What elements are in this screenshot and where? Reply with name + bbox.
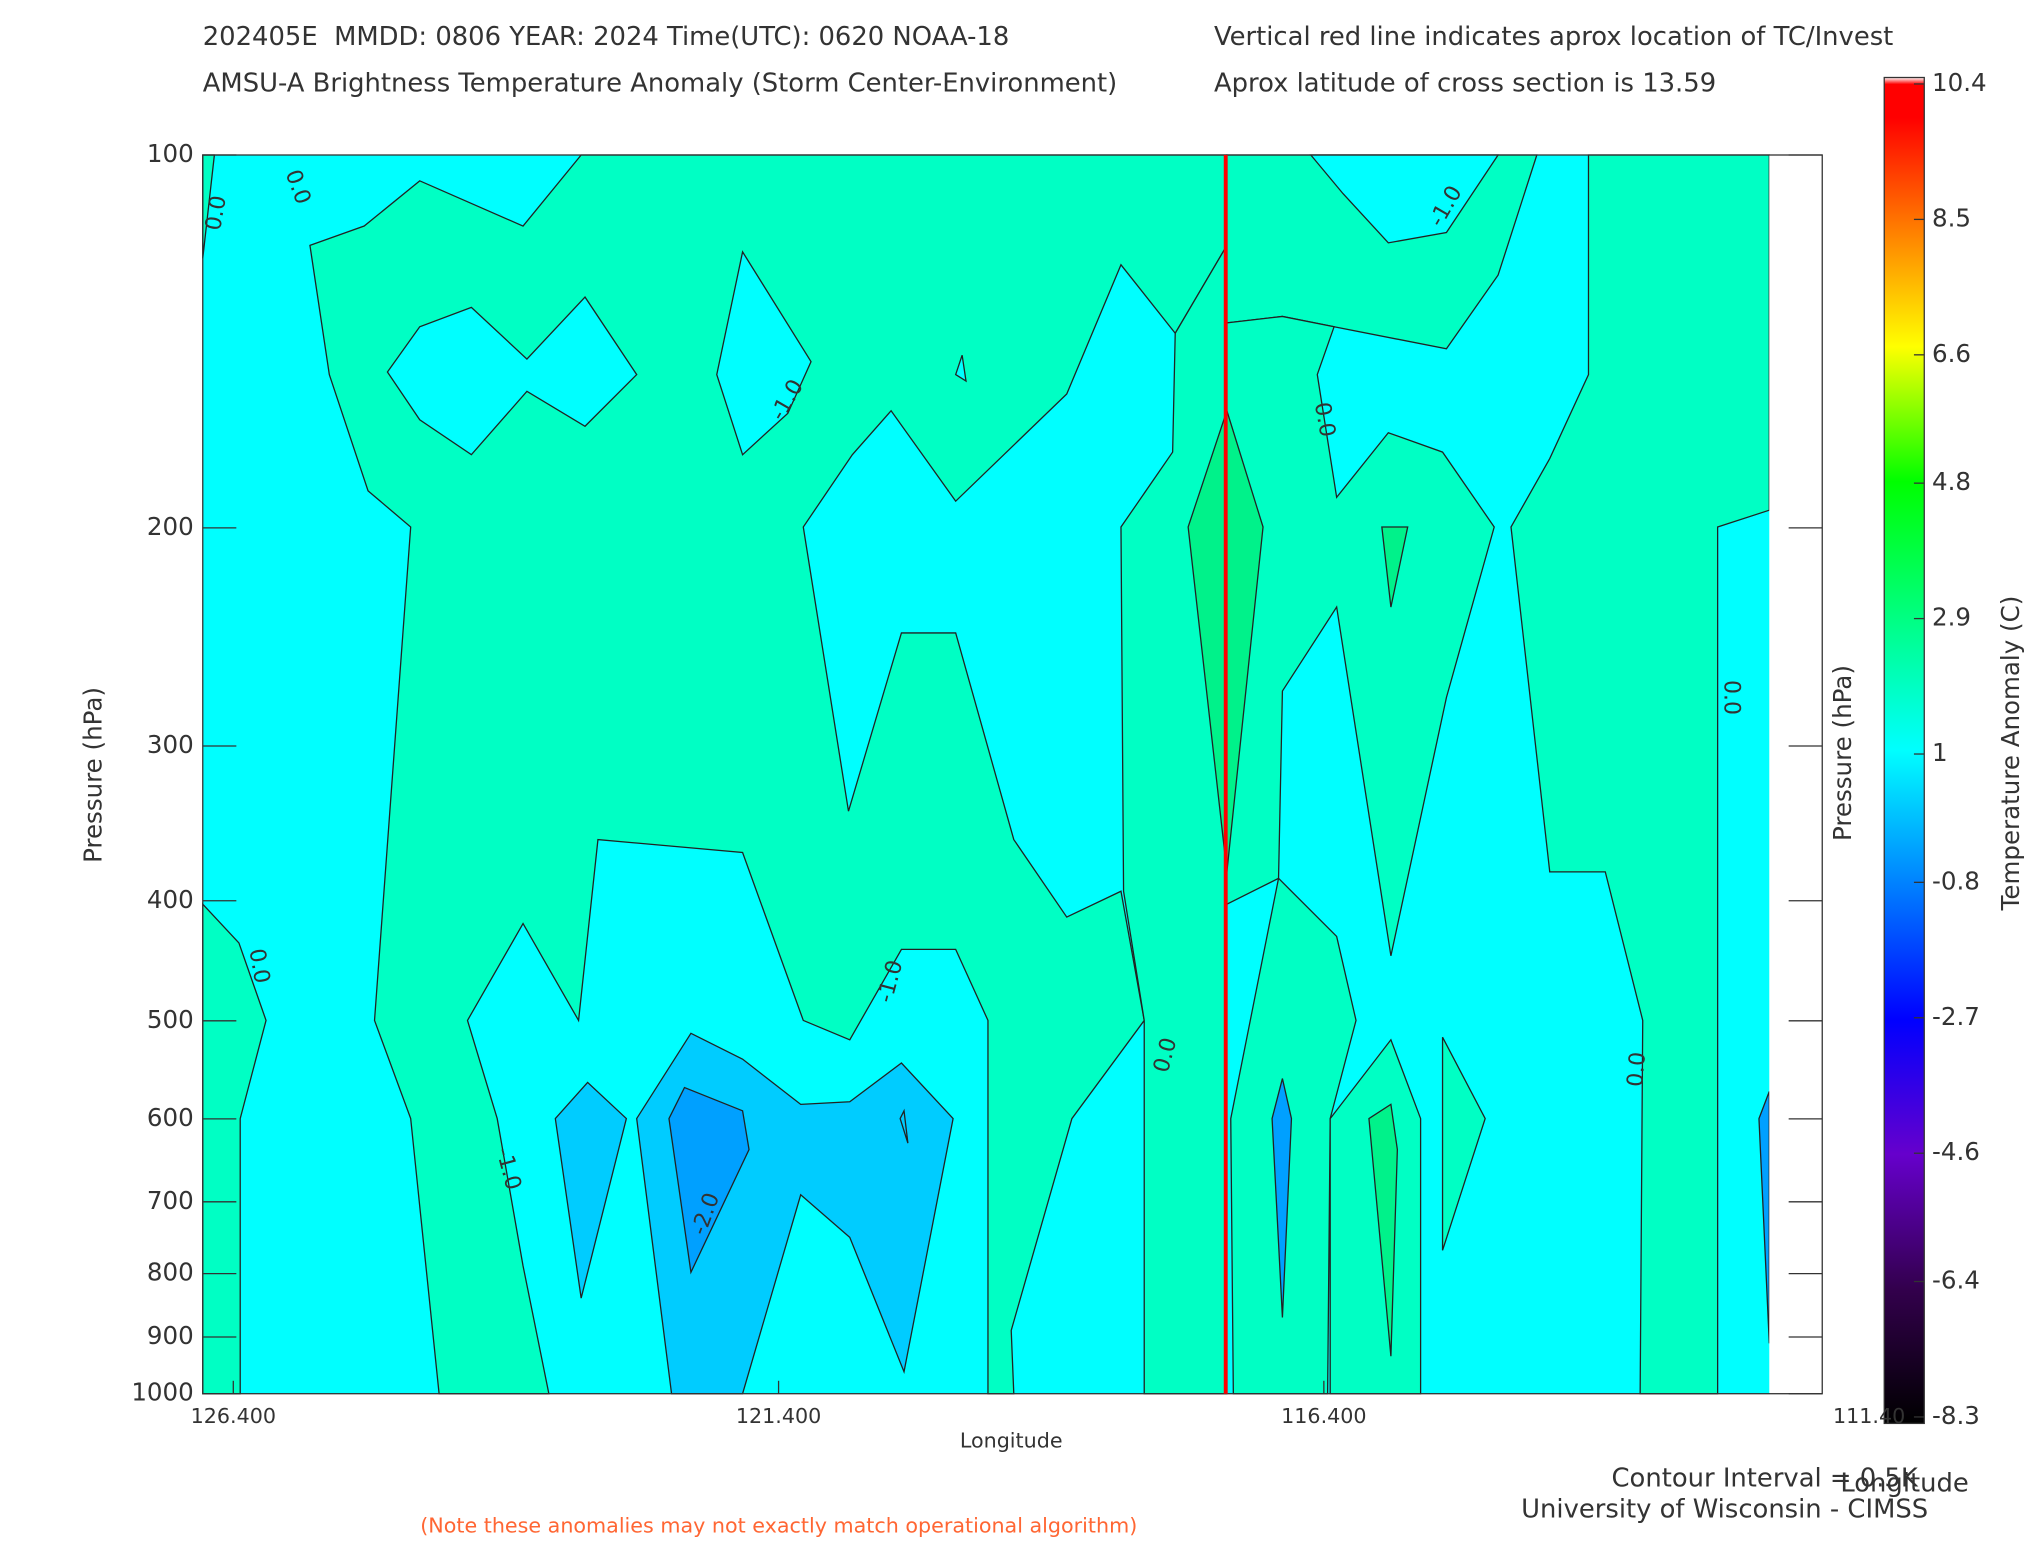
y-axis-title: Pressure (hPa) [78,687,107,863]
y-tick-label: 800 [147,1258,194,1287]
y-tick-label: 1000 [131,1378,193,1407]
colorbar-tick-label: -8.3 [1932,1401,1980,1430]
x-tick-label: 111.40 [1833,1404,1905,1428]
contour-region [1271,1078,1293,1318]
contour-interval: Contour Interval = 0.5K [1612,1463,1919,1493]
colorbar-title: Temperature Anomaly (C) [1996,596,2025,912]
contour-label: 0.0 [243,947,274,986]
y-tick-label: 200 [147,512,194,541]
colorbar-tick-label: -0.8 [1932,866,1980,895]
colorbar-tick-label: 2.9 [1932,603,1971,632]
colorbar-tick-label: -6.4 [1932,1266,1980,1295]
contour-region [954,355,967,383]
y-tick-label: 100 [147,139,194,168]
x-tick-label: 116.400 [1281,1404,1366,1428]
contour-region [899,1108,909,1144]
contour-label: 0.0 [1719,680,1744,715]
colorbar [1883,76,1925,1425]
y-tick-label: 700 [147,1186,194,1215]
colorbar-tick-label: 4.8 [1932,467,1971,496]
x-axis-title: Longitude [960,1428,1063,1452]
y-tick-label: 300 [147,730,194,759]
y-tick-label: 600 [147,1103,194,1132]
y-tick-label: 400 [147,885,194,914]
colorbar-tick-label: 8.5 [1932,203,1971,232]
contour-label: 0.0 [1309,400,1340,439]
contour-label: 0.0 [201,194,232,233]
y-tick-label: 900 [147,1321,194,1350]
contour-region [309,154,1228,1395]
no-data-strip [1769,155,1823,1394]
y2-axis-title: Pressure (hPa) [1828,665,1857,841]
contour-region [1381,526,1409,608]
plot-frame [202,154,1823,1395]
header-line: 202405E MMDD: 0806 YEAR: 2024 Time(UTC):… [203,22,1010,52]
contour-region [1441,1036,1486,1251]
colorbar-tick-label: 1 [1932,738,1948,767]
plot-area: 0.00.0-1.0 0.0-1.00.00.0 -1.00.0-1.0-2.00.… [201,154,1823,1395]
colorbar-tick-label: 6.6 [1932,339,1971,368]
y-tick-label: 500 [147,1005,194,1034]
contour-region [554,1081,628,1299]
contour-region [1226,315,1495,956]
corner-label: Longitude [1840,1469,1968,1499]
contour-label: 0.0 [1623,1051,1651,1088]
contour-region [386,296,638,456]
colorbar-tick-label: -2.7 [1932,1002,1980,1031]
x-tick-label: 121.400 [736,1404,821,1428]
credit: University of Wisconsin - CIMSS [1521,1494,1928,1524]
header-line: Vertical red line indicates aprox locati… [1214,22,1893,52]
note: (Note these anomalies may not exactly ma… [420,1514,1137,1538]
contour-region [716,250,812,456]
contour-region [1368,1103,1399,1357]
contour-region [668,1086,750,1275]
colorbar-tick-label: 10.4 [1932,68,1987,97]
colorbar-tick-label: -4.6 [1932,1137,1980,1166]
x-tick-label: 126.400 [191,1404,276,1428]
contour-region [1329,1038,1422,1395]
header-line: Aprox latitude of cross section is 13.59 [1214,68,1716,98]
header-line: AMSU-A Brightness Temperature Anomaly (S… [203,68,1117,98]
